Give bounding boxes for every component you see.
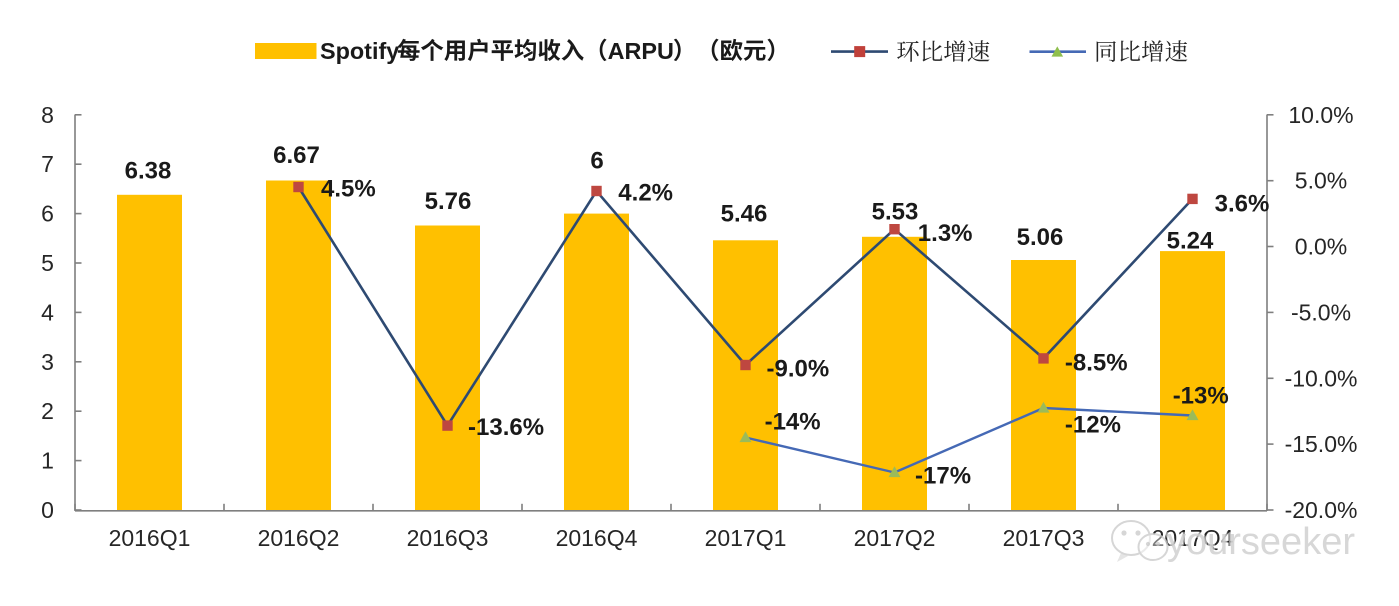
svg-text:5.24: 5.24	[1167, 227, 1214, 254]
svg-text:4: 4	[41, 299, 54, 325]
svg-text:6.38: 6.38	[125, 157, 172, 184]
svg-text:8: 8	[41, 102, 54, 128]
svg-text:0: 0	[41, 497, 54, 523]
svg-text:-8.5%: -8.5%	[1065, 349, 1128, 376]
svg-text:-5.0%: -5.0%	[1291, 299, 1351, 325]
svg-text:Spotify: Spotify	[320, 38, 399, 64]
svg-text:6: 6	[41, 201, 54, 227]
svg-text:2016Q4: 2016Q4	[556, 525, 638, 551]
svg-text:-9.0%: -9.0%	[767, 355, 830, 382]
svg-text:3: 3	[41, 349, 54, 375]
svg-text:2016Q3: 2016Q3	[407, 525, 489, 551]
svg-text:-17%: -17%	[915, 462, 971, 489]
svg-text:yourseeker: yourseeker	[1167, 521, 1355, 563]
svg-text:2017Q2: 2017Q2	[854, 525, 936, 551]
svg-text:5.46: 5.46	[721, 200, 768, 227]
svg-text:10.0%: 10.0%	[1288, 102, 1353, 128]
svg-text:1: 1	[41, 448, 54, 474]
svg-text:ARPU: ARPU	[608, 38, 674, 64]
svg-text:4.5%: 4.5%	[321, 175, 376, 202]
svg-text:2: 2	[41, 398, 54, 424]
svg-text:0.0%: 0.0%	[1295, 234, 1347, 260]
svg-text:-20.0%: -20.0%	[1285, 497, 1358, 523]
svg-text:5.0%: 5.0%	[1295, 168, 1347, 194]
svg-text:-13.6%: -13.6%	[468, 414, 544, 441]
svg-text:7: 7	[41, 151, 54, 177]
svg-text:-12%: -12%	[1065, 412, 1121, 439]
svg-text:6.67: 6.67	[273, 142, 320, 169]
svg-text:4.2%: 4.2%	[618, 179, 673, 206]
svg-text:5.76: 5.76	[425, 188, 472, 215]
svg-text:-15.0%: -15.0%	[1285, 431, 1358, 457]
svg-text:-14%: -14%	[765, 408, 821, 435]
svg-text:-13%: -13%	[1173, 383, 1229, 410]
svg-text:2017Q1: 2017Q1	[705, 525, 787, 551]
svg-text:5.06: 5.06	[1017, 224, 1064, 251]
svg-text:5: 5	[41, 250, 54, 276]
svg-text:-10.0%: -10.0%	[1285, 365, 1358, 391]
svg-text:2017Q4: 2017Q4	[1152, 525, 1234, 551]
svg-text:1.3%: 1.3%	[918, 220, 973, 247]
svg-text:3.6%: 3.6%	[1215, 190, 1270, 217]
svg-text:6: 6	[590, 147, 603, 174]
svg-text:2017Q3: 2017Q3	[1003, 525, 1085, 551]
svg-text:5.53: 5.53	[872, 198, 919, 225]
svg-text:2016Q1: 2016Q1	[109, 525, 191, 551]
svg-text:2016Q2: 2016Q2	[258, 525, 340, 551]
